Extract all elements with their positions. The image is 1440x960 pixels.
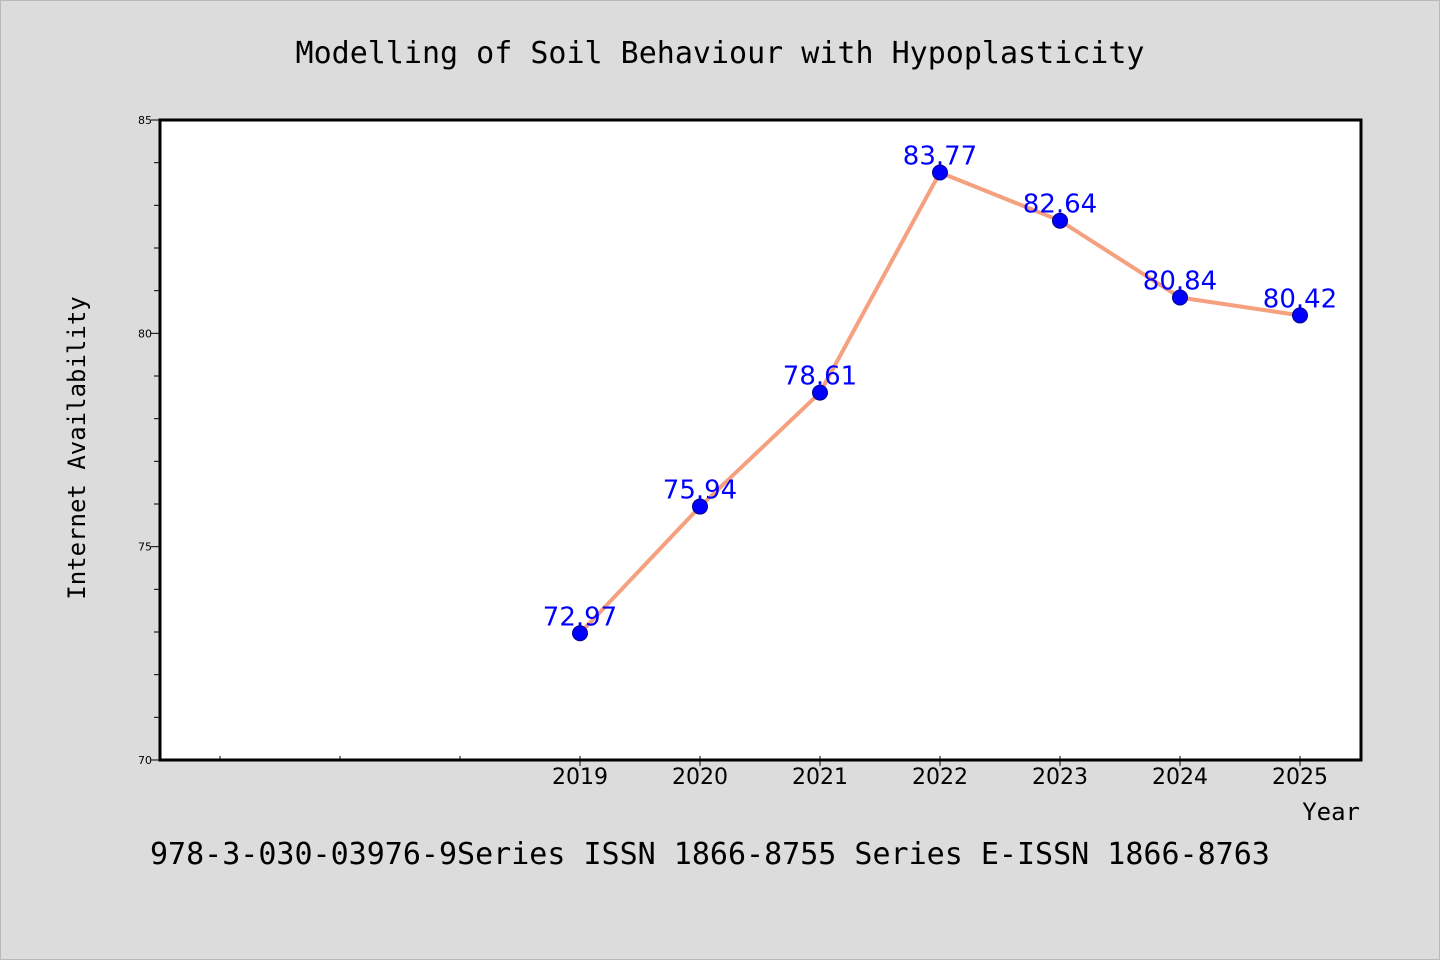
x-tick-label-2025: 2025 — [1272, 765, 1328, 790]
y-tick-label: 80 — [138, 327, 152, 340]
data-point-2023 — [1052, 212, 1068, 229]
x-tick-label-2020: 2020 — [672, 765, 728, 790]
x-tick-label-2024: 2024 — [1152, 765, 1208, 790]
y-axis: 70 75 80 85 — [138, 114, 160, 767]
data-point-2024 — [1172, 289, 1188, 306]
x-tick-label-2022: 2022 — [912, 765, 968, 790]
series-line-group: 72.97 75.94 78.61 83.77 82.64 80.84 80.42 — [543, 141, 1337, 642]
x-tick-label-2021: 2021 — [792, 765, 848, 790]
data-label-2020: 75.94 — [663, 476, 737, 506]
x-tick-label-2019: 2019 — [552, 765, 608, 790]
chart-title: Modelling of Soil Behaviour with Hypopla… — [296, 36, 1145, 71]
y-tick-label: 75 — [138, 541, 152, 554]
footer-text: 978-3-030-03976-9Series ISSN 1866-8755 S… — [150, 837, 1270, 872]
y-tick-label: 70 — [138, 754, 152, 767]
data-label-2025: 80.42 — [1263, 284, 1337, 314]
data-label-2022: 83.77 — [903, 141, 977, 171]
data-label-2023: 82.64 — [1023, 190, 1097, 220]
data-label-2021: 78.61 — [783, 362, 857, 392]
data-point-2025 — [1292, 307, 1308, 324]
x-axis-title: Year — [1302, 798, 1360, 826]
y-tick-label: 85 — [138, 114, 152, 127]
x-axis: 2019 2020 2021 2022 2023 2024 2025 — [219, 756, 1328, 790]
plot-area — [158, 118, 1363, 762]
x-tick-label-2023: 2023 — [1032, 765, 1088, 790]
data-point-2020 — [692, 498, 708, 515]
data-point-2022 — [932, 164, 948, 181]
data-point-2021 — [812, 384, 828, 401]
data-point-2019 — [572, 625, 588, 642]
data-label-2024: 80.84 — [1143, 266, 1217, 296]
data-label-2019: 72.97 — [543, 602, 617, 632]
y-axis-title: Internet Availability — [63, 296, 91, 599]
